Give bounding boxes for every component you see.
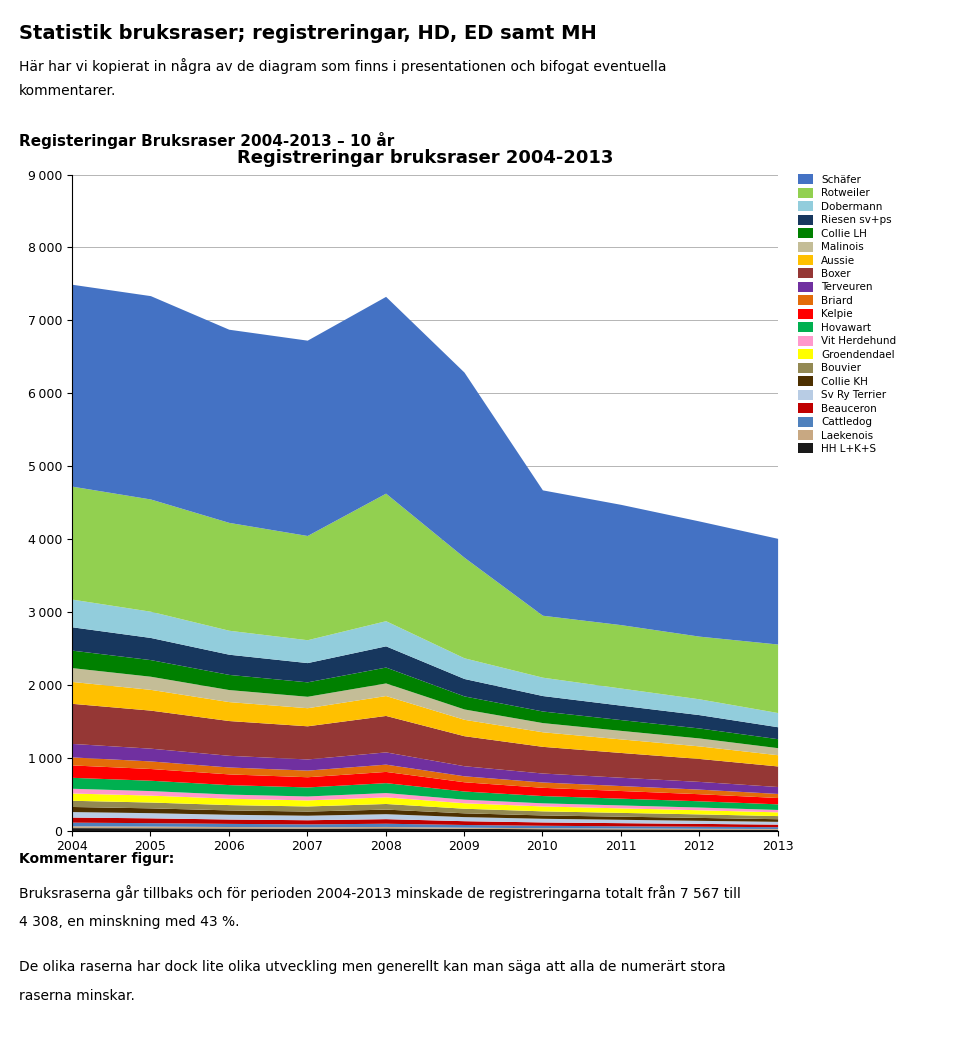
Text: Här har vi kopierat in några av de diagram som finns i presentationen och bifoga: Här har vi kopierat in några av de diagr… [19, 58, 666, 74]
Text: 4 308, en minskning med 43 %.: 4 308, en minskning med 43 %. [19, 915, 240, 929]
Legend: Schäfer, Rotweiler, Dobermann, Riesen sv+ps, Collie LH, Malinois, Aussie, Boxer,: Schäfer, Rotweiler, Dobermann, Riesen sv… [797, 174, 897, 455]
Text: kommentarer.: kommentarer. [19, 84, 116, 97]
Text: Registeringar Bruksraser 2004-2013 – 10 år: Registeringar Bruksraser 2004-2013 – 10 … [19, 132, 395, 149]
Text: Statistik bruksraser; registreringar, HD, ED samt MH: Statistik bruksraser; registreringar, HD… [19, 24, 597, 43]
Text: Bruksraserna går tillbaks och för perioden 2004-2013 minskade de registreringarn: Bruksraserna går tillbaks och för period… [19, 886, 741, 901]
Title: Registreringar bruksraser 2004-2013: Registreringar bruksraser 2004-2013 [236, 149, 613, 167]
Text: Kommentarer figur:: Kommentarer figur: [19, 852, 175, 865]
Text: raserna minskar.: raserna minskar. [19, 989, 135, 1003]
Text: De olika raserna har dock lite olika utveckling men generellt kan man säga att a: De olika raserna har dock lite olika utv… [19, 960, 726, 973]
